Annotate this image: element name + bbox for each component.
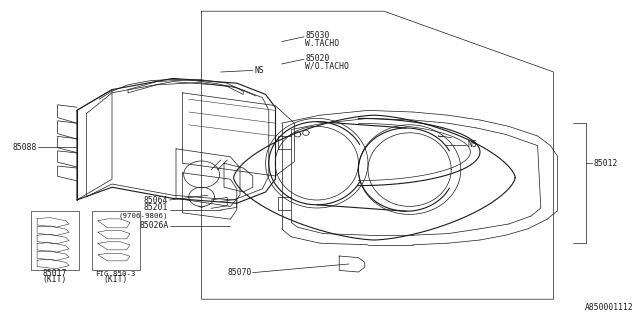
Text: NS: NS — [467, 140, 477, 149]
Text: 85201: 85201 — [144, 203, 168, 212]
Text: FIG.850-3: FIG.850-3 — [95, 271, 136, 276]
Text: 85020: 85020 — [305, 54, 330, 63]
Text: (KIT): (KIT) — [42, 275, 67, 284]
Text: (KIT): (KIT) — [103, 275, 127, 284]
Text: 85064: 85064 — [144, 196, 168, 204]
Text: 85017: 85017 — [42, 269, 67, 278]
Text: 85088: 85088 — [13, 143, 37, 152]
Text: 85070: 85070 — [227, 268, 252, 277]
Text: W/O.TACHO: W/O.TACHO — [305, 61, 349, 70]
Text: 85030: 85030 — [305, 31, 330, 40]
Text: 85026A: 85026A — [139, 221, 168, 230]
Text: A850001112: A850001112 — [585, 303, 634, 312]
Text: W.TACHO: W.TACHO — [305, 39, 339, 48]
Text: NS: NS — [254, 66, 264, 75]
Text: 85012: 85012 — [593, 159, 618, 168]
Text: (9706-9806): (9706-9806) — [119, 213, 168, 219]
